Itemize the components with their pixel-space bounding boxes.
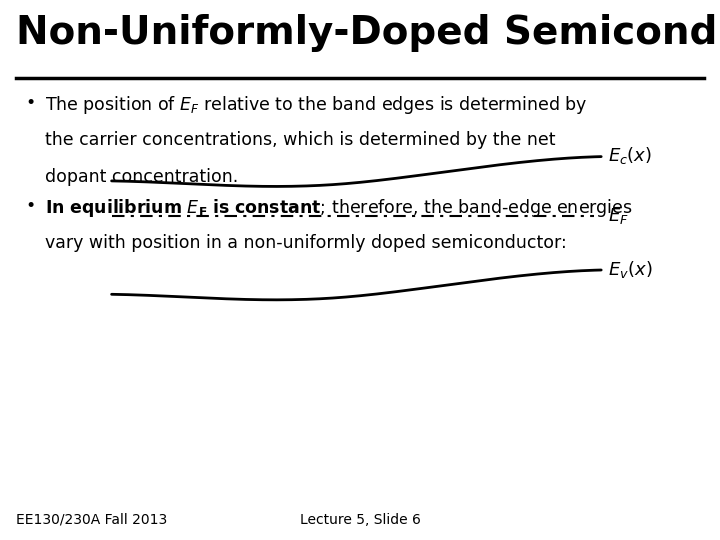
Text: dopant concentration.: dopant concentration.: [45, 168, 238, 186]
Text: •: •: [25, 197, 35, 215]
Text: $\mathit{E_c}(x)$: $\mathit{E_c}(x)$: [608, 145, 652, 166]
Text: Non-Uniformly-Doped Semiconductor: Non-Uniformly-Doped Semiconductor: [16, 14, 720, 51]
Text: The position of $\mathit{E_F}$ relative to the band edges is determined by: The position of $\mathit{E_F}$ relative …: [45, 94, 588, 117]
Text: the carrier concentrations, which is determined by the net: the carrier concentrations, which is det…: [45, 131, 555, 149]
Text: vary with position in a non-uniformly doped semiconductor:: vary with position in a non-uniformly do…: [45, 234, 567, 252]
Text: Lecture 5, Slide 6: Lecture 5, Slide 6: [300, 512, 420, 526]
Text: $\mathit{E_F}$: $\mathit{E_F}$: [608, 206, 629, 226]
Text: •: •: [25, 94, 35, 112]
Text: EE130/230A Fall 2013: EE130/230A Fall 2013: [16, 512, 167, 526]
Text: $\mathit{E_v}(x)$: $\mathit{E_v}(x)$: [608, 260, 653, 280]
Text: $\bf{In\ equilibrium}$ $\mathbf{\it{E}}_\mathbf{F}$ $\bf{is\ constant}$; therefo: $\bf{In\ equilibrium}$ $\mathbf{\it{E}}_…: [45, 197, 632, 219]
